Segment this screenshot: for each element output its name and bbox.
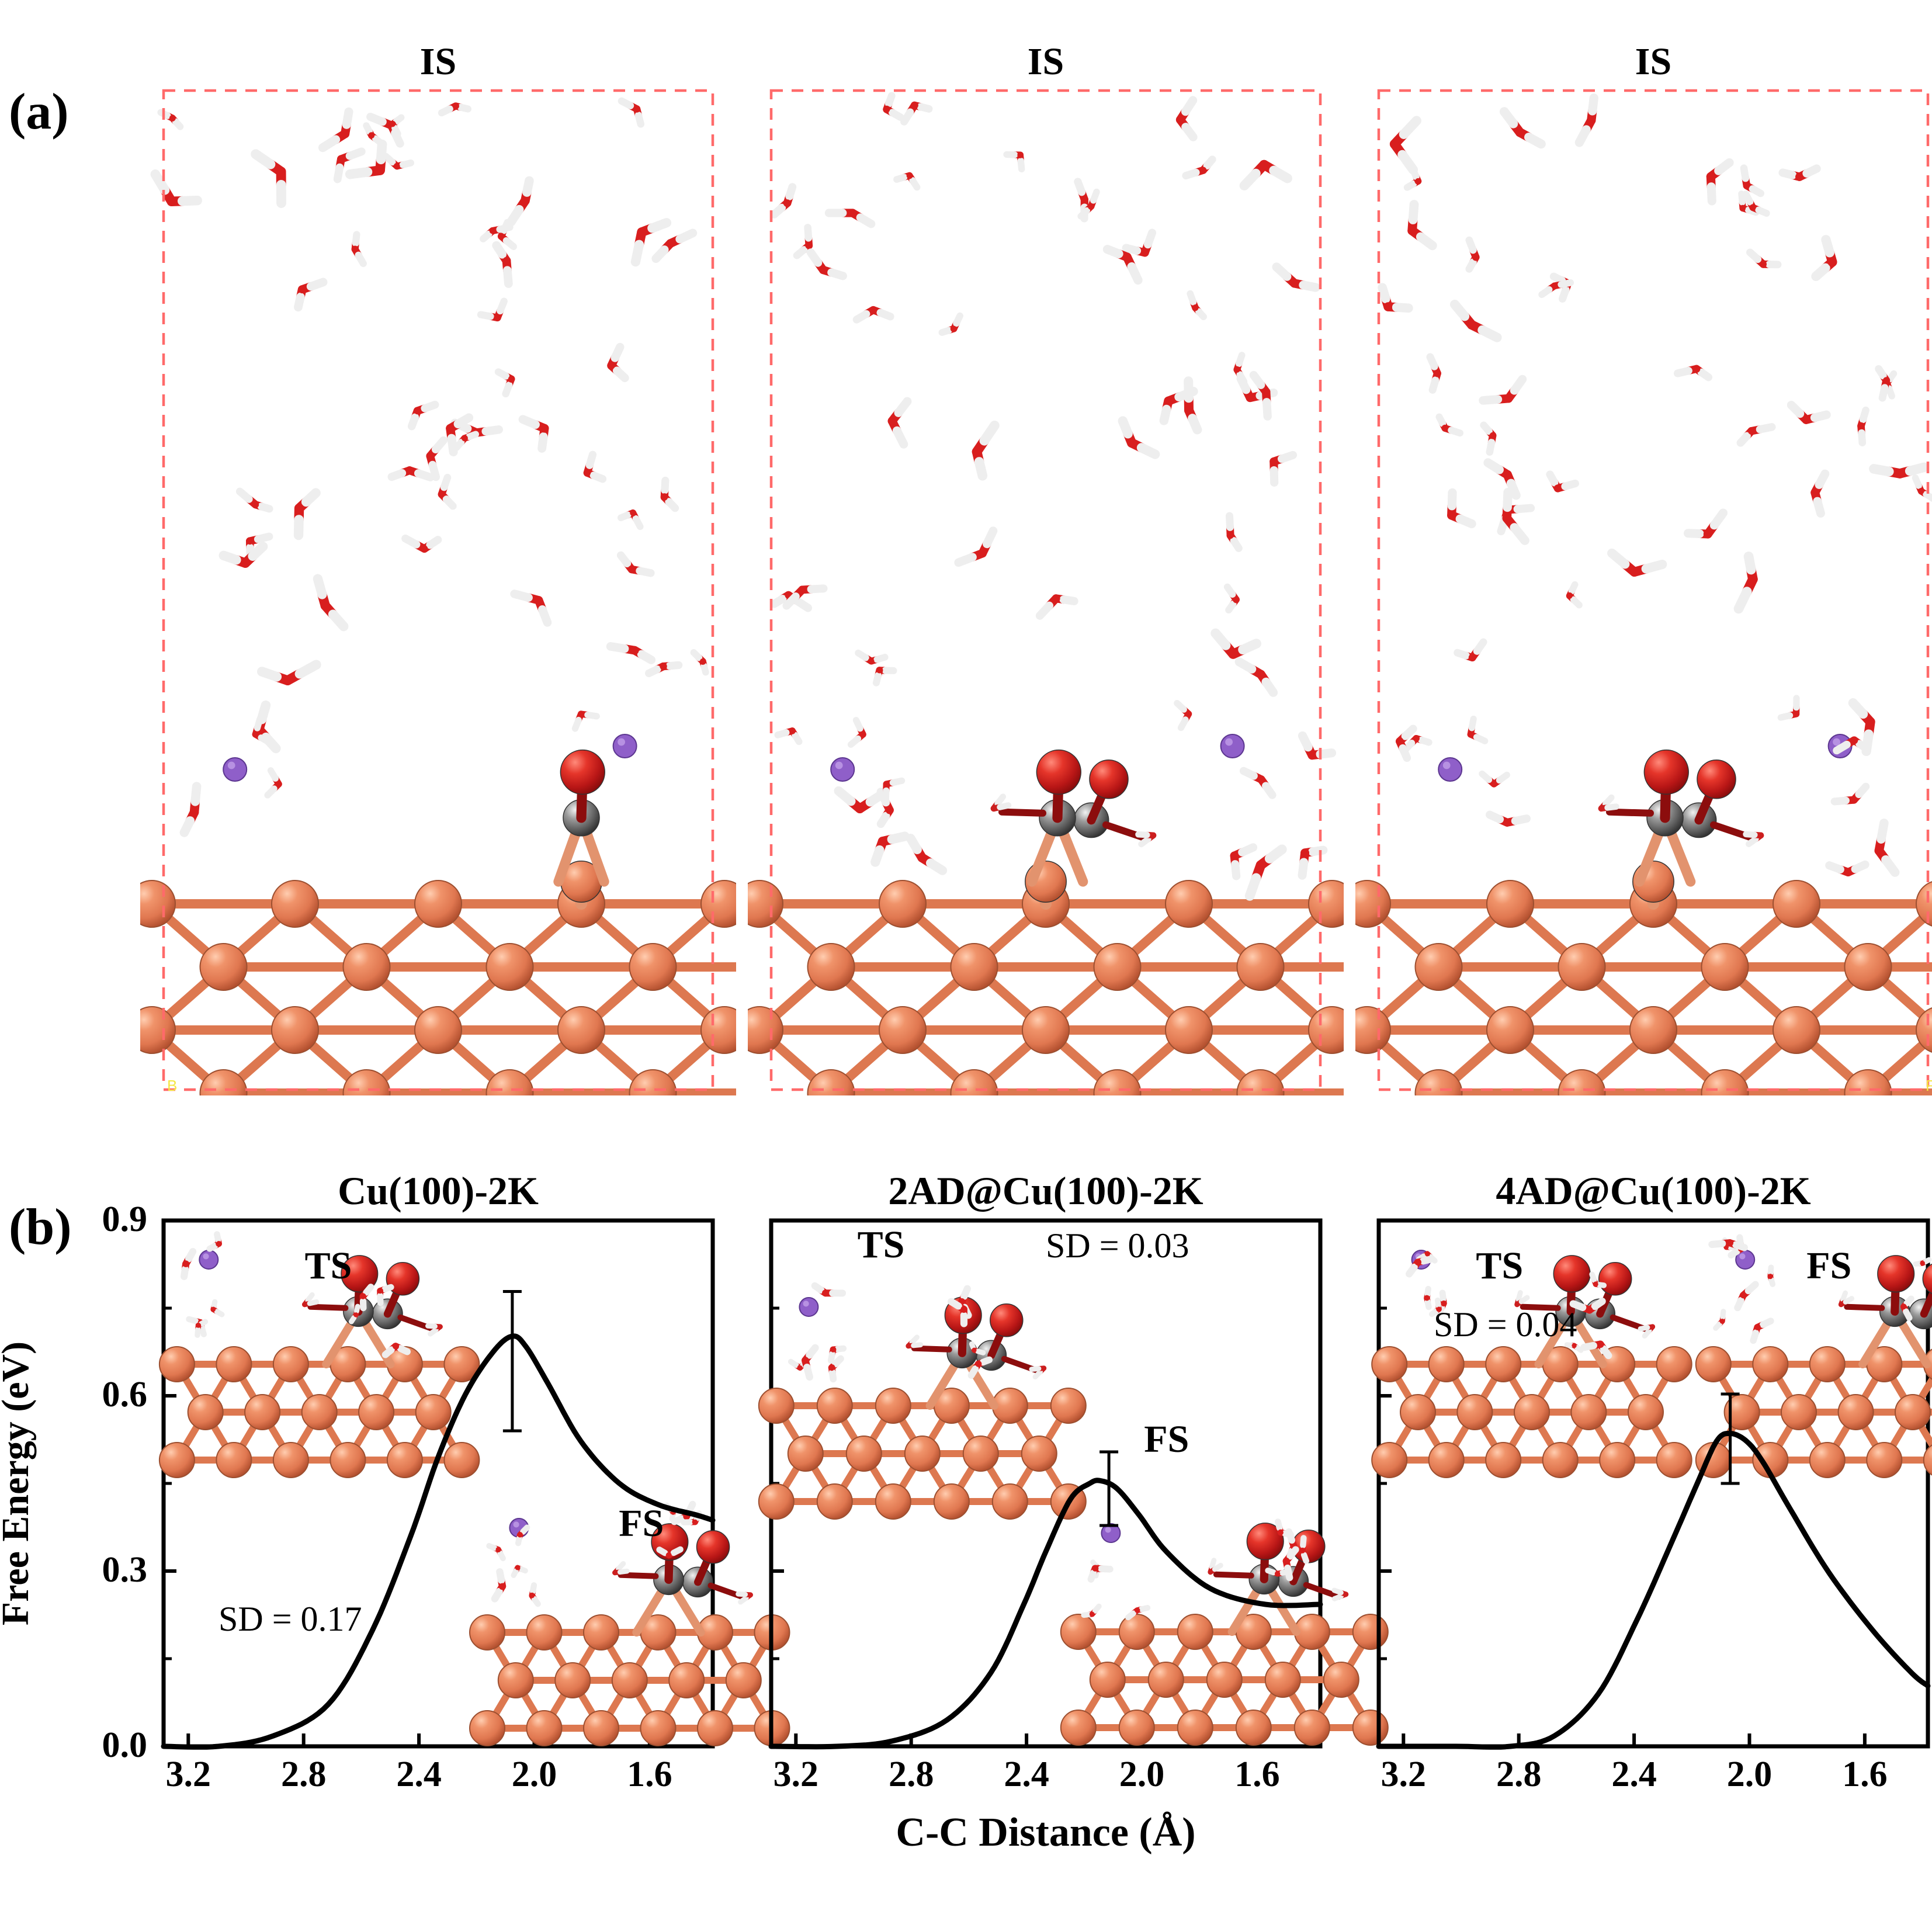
svg-text:FS: FS: [1144, 1418, 1189, 1461]
svg-text:TS: TS: [1476, 1244, 1523, 1287]
svg-text:3.2: 3.2: [166, 1755, 211, 1794]
svg-text:3.2: 3.2: [1381, 1755, 1427, 1794]
svg-text:FS: FS: [619, 1502, 664, 1545]
svg-text:TS: TS: [305, 1244, 352, 1287]
svg-text:2.8: 2.8: [889, 1755, 934, 1794]
svg-text:2.4: 2.4: [396, 1755, 442, 1794]
svg-text:IS: IS: [1635, 40, 1671, 83]
svg-text:2.8: 2.8: [1496, 1755, 1542, 1794]
svg-text:1.6: 1.6: [627, 1755, 672, 1794]
svg-text:2.4: 2.4: [1611, 1755, 1657, 1794]
svg-text:(a): (a): [9, 84, 69, 140]
svg-text:1.6: 1.6: [1234, 1755, 1280, 1794]
svg-text:SD = 0.04: SD = 0.04: [1434, 1305, 1577, 1344]
svg-text:F: F: [1926, 1077, 1932, 1094]
svg-text:SD = 0.17: SD = 0.17: [218, 1600, 362, 1638]
svg-text:Cu(100)-2K: Cu(100)-2K: [338, 1169, 539, 1213]
svg-text:2.4: 2.4: [1004, 1755, 1049, 1794]
svg-text:IS: IS: [420, 40, 456, 83]
svg-text:SD = 0.03: SD = 0.03: [1046, 1226, 1189, 1265]
svg-text:3.2: 3.2: [774, 1755, 819, 1794]
svg-text:2.8: 2.8: [281, 1755, 326, 1794]
svg-text:IS: IS: [1028, 40, 1064, 83]
svg-text:0.6: 0.6: [102, 1375, 148, 1414]
svg-text:2AD@Cu(100)-2K: 2AD@Cu(100)-2K: [888, 1169, 1203, 1213]
svg-text:2.0: 2.0: [1727, 1755, 1773, 1794]
svg-text:1.6: 1.6: [1842, 1755, 1888, 1794]
svg-text:Free Energy (eV): Free Energy (eV): [0, 1341, 37, 1625]
svg-text:0.0: 0.0: [102, 1725, 148, 1765]
svg-text:TS: TS: [858, 1223, 905, 1266]
svg-text:(b): (b): [9, 1199, 72, 1256]
svg-text:2.0: 2.0: [1119, 1755, 1165, 1794]
svg-text:FS: FS: [1806, 1244, 1851, 1287]
svg-text:2.0: 2.0: [512, 1755, 557, 1794]
svg-text:0.3: 0.3: [102, 1550, 148, 1590]
svg-text:0.9: 0.9: [102, 1199, 148, 1239]
svg-text:4AD@Cu(100)-2K: 4AD@Cu(100)-2K: [1496, 1169, 1810, 1213]
svg-text:C-C Distance (Å): C-C Distance (Å): [896, 1810, 1195, 1855]
svg-text:B: B: [167, 1077, 177, 1094]
